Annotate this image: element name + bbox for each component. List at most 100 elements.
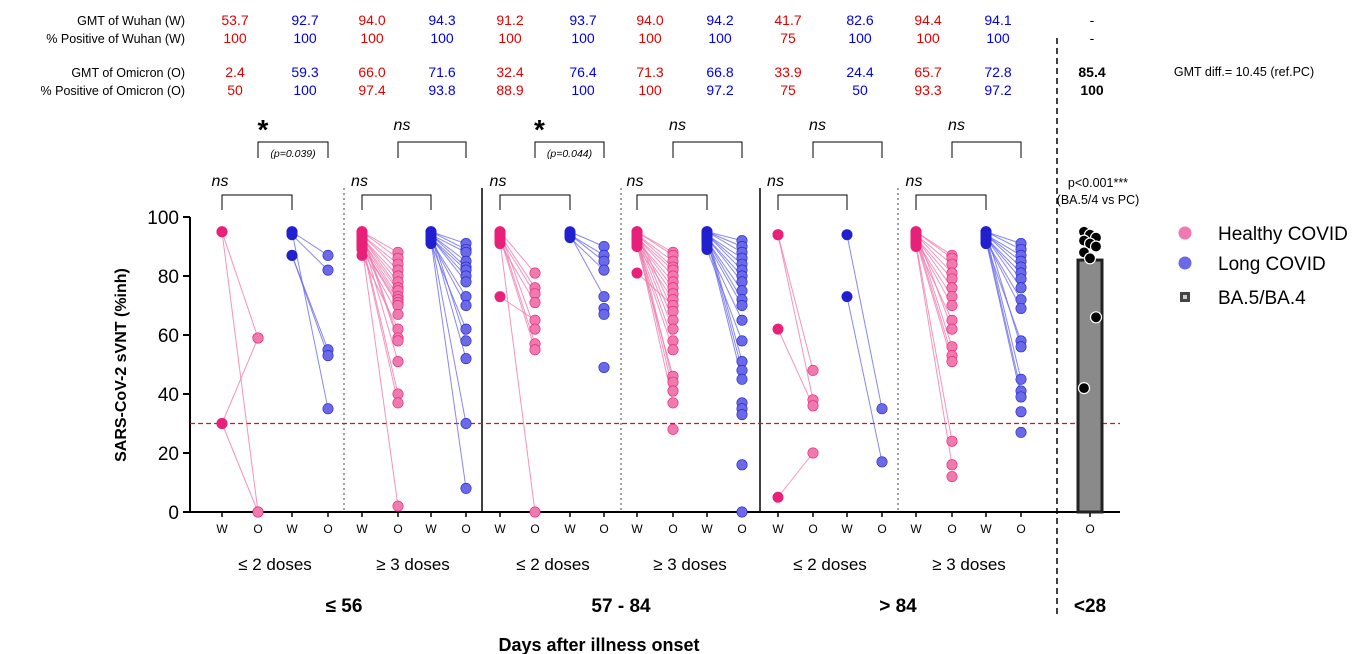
x-tick-label: W [564,522,576,536]
table-cell-value: 100 [708,30,732,46]
data-point-omicron [668,345,678,355]
table-cell-value: 75 [780,30,796,46]
comparison-label: * [534,114,545,145]
table-cell-value: 100 [848,30,872,46]
x-tick-label: O [1085,522,1094,536]
data-point-omicron [599,309,609,319]
data-point-omicron [877,457,887,467]
data-point-omicron [668,398,678,408]
table-cell-value: 66.0 [358,64,385,80]
table-cell-value: 92.7 [291,12,318,28]
pair-line [986,241,1021,397]
data-point-omicron [393,501,403,511]
data-point-wuhan [287,227,297,237]
comparison-label: ns [906,173,923,190]
x-tick-label: W [910,522,922,536]
data-point-wuhan [773,492,783,502]
table-cell-value: 71.6 [428,64,455,80]
x-tick-label: W [701,522,713,536]
data-point-wuhan [287,250,297,260]
comparison-label: ns [490,173,507,190]
table-cell-value: 32.4 [496,64,523,80]
legend-marker-inner [1183,295,1187,299]
comparison-bracket [916,195,986,210]
data-point-omicron [737,460,747,470]
data-point-wuhan [426,235,436,245]
dose-label: ≥ 3 doses [376,555,450,574]
data-point-omicron [461,277,471,287]
data-point-omicron [737,315,747,325]
data-point-omicron [1016,283,1026,293]
table-cell-value: 94.0 [358,12,385,28]
pc-data-point [1079,383,1090,394]
pc-p-value: (BA.5/4 vs PC) [1057,193,1140,207]
data-point-wuhan [842,230,852,240]
x-axis-label: Days after illness onset [498,635,699,654]
comparison-bracket [500,195,570,210]
x-tick-label: W [494,522,506,536]
x-tick-label: O [947,522,956,536]
data-point-omicron [668,424,678,434]
data-point-omicron [947,471,957,481]
table-cell-value: 65.7 [914,64,941,80]
comparison-p-value: (p=0.039) [270,148,315,160]
pc-p-value: p<0.001*** [1068,176,1128,190]
dose-label: ≤ 2 doses [793,555,867,574]
pair-line [778,235,813,371]
data-point-omicron [461,300,471,310]
table-row-label: GMT of Wuhan (W) [77,14,185,28]
data-point-omicron [1016,407,1026,417]
data-point-wuhan [217,418,227,428]
table-cell-value: 75 [780,82,796,98]
data-point-omicron [530,297,540,307]
table-cell-value: 94.3 [428,12,455,28]
table-cell-value: 72.8 [984,64,1011,80]
data-point-omicron [1016,392,1026,402]
data-point-omicron [947,436,957,446]
table-row-label: % Positive of Wuhan (W) [46,32,185,46]
table-cell-value: 100 [916,30,940,46]
pair-line [222,338,258,424]
data-point-omicron [323,350,333,360]
pc-table-value: 100 [1080,82,1104,98]
data-point-omicron [947,324,957,334]
comparison-label: ns [394,117,411,134]
data-point-omicron [668,324,678,334]
data-point-wuhan [702,232,712,242]
dose-label: ≥ 3 doses [653,555,727,574]
data-point-wuhan [632,268,642,278]
table-cell-value: 100 [571,30,595,46]
comparison-label: ns [767,173,784,190]
x-tick-label: O [737,522,746,536]
table-cell-value: 41.7 [774,12,801,28]
data-point-wuhan [632,235,642,245]
data-point-wuhan [495,235,505,245]
y-tick-label: 40 [158,385,179,406]
data-point-omicron [668,386,678,396]
pair-line [222,232,258,512]
data-point-omicron [530,345,540,355]
x-tick-label: O [253,522,262,536]
data-point-omicron [253,333,263,343]
table-row-label: GMT of Omicron (O) [71,66,185,80]
pc-table-value: - [1090,30,1095,46]
pc-table-value: 85.4 [1078,64,1105,80]
data-point-omicron [737,507,747,517]
table-cell-value: 97.2 [984,82,1011,98]
data-point-wuhan [565,230,575,240]
legend-marker [1179,227,1191,239]
table-cell-value: 50 [227,82,243,98]
x-tick-label: W [841,522,853,536]
data-point-wuhan [702,244,712,254]
comparison-bracket [362,195,431,210]
table-cell-value: 100 [638,30,662,46]
pc-data-point [1091,241,1102,252]
data-point-wuhan [773,324,783,334]
data-point-omicron [808,365,818,375]
data-point-omicron [599,265,609,275]
data-point-omicron [393,309,403,319]
table-cell-value: 59.3 [291,64,318,80]
data-point-omicron [599,362,609,372]
x-tick-label: O [1016,522,1025,536]
table-cell-value: 24.4 [846,64,873,80]
